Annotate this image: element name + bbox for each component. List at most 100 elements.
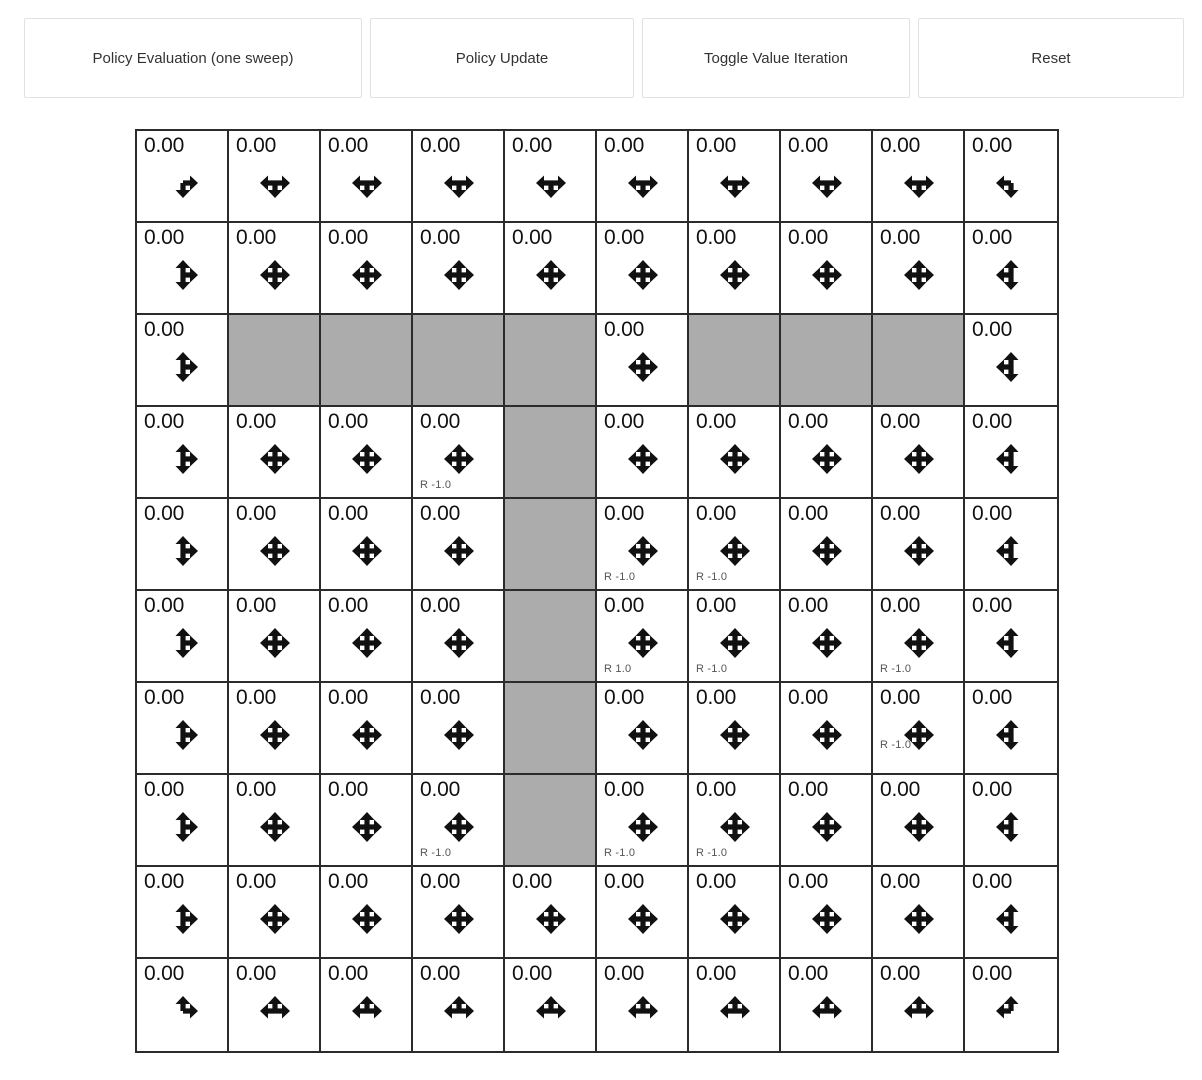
grid-cell[interactable]: 0.00 bbox=[781, 959, 873, 1051]
grid-cell[interactable]: 0.00 bbox=[413, 223, 505, 315]
grid-cell[interactable]: 0.00 bbox=[781, 591, 873, 683]
grid-cell[interactable]: 0.00 bbox=[321, 499, 413, 591]
grid-cell-wall[interactable] bbox=[413, 315, 505, 407]
grid-cell[interactable]: 0.00 bbox=[689, 959, 781, 1051]
grid-cell[interactable]: 0.00 bbox=[137, 683, 229, 775]
grid-cell[interactable]: 0.00 bbox=[873, 775, 965, 867]
grid-cell[interactable]: 0.00 bbox=[229, 775, 321, 867]
grid-cell[interactable]: 0.00 bbox=[873, 131, 965, 223]
grid-cell[interactable]: 0.00 bbox=[689, 683, 781, 775]
grid-cell[interactable]: 0.00 bbox=[689, 407, 781, 499]
grid-cell[interactable]: 0.00 bbox=[597, 683, 689, 775]
grid-cell[interactable]: 0.00 bbox=[229, 867, 321, 959]
grid-cell-wall[interactable] bbox=[505, 499, 597, 591]
grid-cell[interactable]: 0.00 bbox=[597, 131, 689, 223]
grid-cell[interactable]: 0.00 bbox=[137, 223, 229, 315]
grid-cell[interactable]: 0.00 bbox=[781, 775, 873, 867]
grid-cell[interactable]: 0.00 bbox=[597, 315, 689, 407]
grid-cell[interactable]: 0.00 bbox=[413, 867, 505, 959]
grid-cell[interactable]: 0.00 bbox=[413, 499, 505, 591]
gridworld-grid[interactable]: 0.00 0.00 0.00 0.00 0.00 0.00 0.00 0.00 0.00 0.00… bbox=[137, 131, 1057, 1051]
grid-cell[interactable]: 0.00 bbox=[965, 775, 1057, 867]
grid-cell[interactable]: 0.00 bbox=[689, 131, 781, 223]
grid-cell[interactable]: 0.00 bbox=[229, 407, 321, 499]
grid-cell[interactable]: 0.00 bbox=[505, 131, 597, 223]
grid-cell[interactable]: 0.00 bbox=[137, 867, 229, 959]
grid-cell[interactable]: 0.00 bbox=[229, 131, 321, 223]
grid-cell[interactable]: 0.00 bbox=[781, 683, 873, 775]
grid-cell-wall[interactable] bbox=[873, 315, 965, 407]
grid-cell[interactable]: 0.00 bbox=[505, 867, 597, 959]
grid-cell[interactable]: 0.00 bbox=[137, 499, 229, 591]
grid-cell[interactable]: 0.00 bbox=[873, 959, 965, 1051]
toggle-value-iteration-button[interactable]: Toggle Value Iteration bbox=[642, 18, 910, 98]
grid-cell-wall[interactable] bbox=[505, 775, 597, 867]
grid-cell[interactable]: 0.00 R -1.0 bbox=[873, 683, 965, 775]
grid-cell[interactable]: 0.00 bbox=[781, 223, 873, 315]
grid-cell[interactable]: 0.00 bbox=[321, 131, 413, 223]
grid-cell[interactable]: 0.00 bbox=[137, 591, 229, 683]
grid-cell[interactable]: 0.00 bbox=[321, 867, 413, 959]
grid-cell[interactable]: 0.00 R -1.0 bbox=[413, 775, 505, 867]
grid-cell-wall[interactable] bbox=[689, 315, 781, 407]
grid-cell[interactable]: 0.00 R -1.0 bbox=[597, 499, 689, 591]
grid-cell[interactable]: 0.00 bbox=[873, 867, 965, 959]
grid-cell[interactable]: 0.00 bbox=[781, 407, 873, 499]
grid-cell[interactable]: 0.00 bbox=[229, 959, 321, 1051]
grid-cell[interactable]: 0.00 bbox=[321, 223, 413, 315]
grid-cell-wall[interactable] bbox=[505, 407, 597, 499]
grid-cell[interactable]: 0.00 bbox=[137, 407, 229, 499]
grid-cell[interactable]: 0.00 bbox=[781, 131, 873, 223]
grid-cell[interactable]: 0.00 bbox=[965, 959, 1057, 1051]
grid-cell-wall[interactable] bbox=[505, 683, 597, 775]
grid-cell[interactable]: 0.00 bbox=[965, 683, 1057, 775]
grid-cell[interactable]: 0.00 bbox=[689, 867, 781, 959]
grid-cell[interactable]: 0.00 R -1.0 bbox=[597, 775, 689, 867]
grid-cell[interactable]: 0.00 bbox=[597, 959, 689, 1051]
grid-cell[interactable]: 0.00 bbox=[965, 223, 1057, 315]
grid-cell[interactable]: 0.00 bbox=[137, 315, 229, 407]
reset-button[interactable]: Reset bbox=[918, 18, 1184, 98]
grid-cell[interactable]: 0.00 R -1.0 bbox=[689, 591, 781, 683]
grid-cell-wall[interactable] bbox=[781, 315, 873, 407]
grid-cell[interactable]: 0.00 bbox=[965, 131, 1057, 223]
grid-cell[interactable]: 0.00 bbox=[229, 499, 321, 591]
grid-cell[interactable]: 0.00 R -1.0 bbox=[689, 499, 781, 591]
grid-cell[interactable]: 0.00 bbox=[873, 407, 965, 499]
grid-cell[interactable]: 0.00 bbox=[413, 131, 505, 223]
grid-cell[interactable]: 0.00 R -1.0 bbox=[689, 775, 781, 867]
policy-update-button[interactable]: Policy Update bbox=[370, 18, 634, 98]
grid-cell[interactable]: 0.00 bbox=[597, 407, 689, 499]
grid-cell[interactable]: 0.00 bbox=[413, 683, 505, 775]
grid-cell-wall[interactable] bbox=[505, 591, 597, 683]
grid-cell[interactable]: 0.00 bbox=[321, 775, 413, 867]
grid-cell[interactable]: 0.00 bbox=[137, 775, 229, 867]
grid-cell[interactable]: 0.00 bbox=[597, 867, 689, 959]
grid-cell[interactable]: 0.00 bbox=[321, 683, 413, 775]
grid-cell[interactable]: 0.00 R -1.0 bbox=[413, 407, 505, 499]
grid-cell[interactable]: 0.00 bbox=[505, 223, 597, 315]
grid-cell[interactable]: 0.00 bbox=[965, 867, 1057, 959]
grid-cell-wall[interactable] bbox=[321, 315, 413, 407]
policy-evaluation-button[interactable]: Policy Evaluation (one sweep) bbox=[24, 18, 362, 98]
grid-cell[interactable]: 0.00 bbox=[873, 223, 965, 315]
grid-cell[interactable]: 0.00 bbox=[873, 499, 965, 591]
grid-cell[interactable]: 0.00 bbox=[965, 499, 1057, 591]
grid-cell[interactable]: 0.00 bbox=[229, 683, 321, 775]
grid-cell[interactable]: 0.00 bbox=[965, 407, 1057, 499]
grid-cell-wall[interactable] bbox=[505, 315, 597, 407]
grid-cell[interactable]: 0.00 bbox=[137, 131, 229, 223]
grid-cell-wall[interactable] bbox=[229, 315, 321, 407]
grid-cell[interactable]: 0.00 bbox=[505, 959, 597, 1051]
grid-cell[interactable]: 0.00 bbox=[597, 223, 689, 315]
grid-cell[interactable]: 0.00 bbox=[321, 591, 413, 683]
grid-cell[interactable]: 0.00 bbox=[413, 591, 505, 683]
grid-cell[interactable]: 0.00 R -1.0 bbox=[873, 591, 965, 683]
grid-cell[interactable]: 0.00 bbox=[965, 591, 1057, 683]
grid-cell[interactable]: 0.00 bbox=[965, 315, 1057, 407]
grid-cell[interactable]: 0.00 bbox=[781, 499, 873, 591]
grid-cell[interactable]: 0.00 bbox=[137, 959, 229, 1051]
grid-cell[interactable]: 0.00 bbox=[229, 223, 321, 315]
grid-cell[interactable]: 0.00 R 1.0 bbox=[597, 591, 689, 683]
grid-cell[interactable]: 0.00 bbox=[689, 223, 781, 315]
